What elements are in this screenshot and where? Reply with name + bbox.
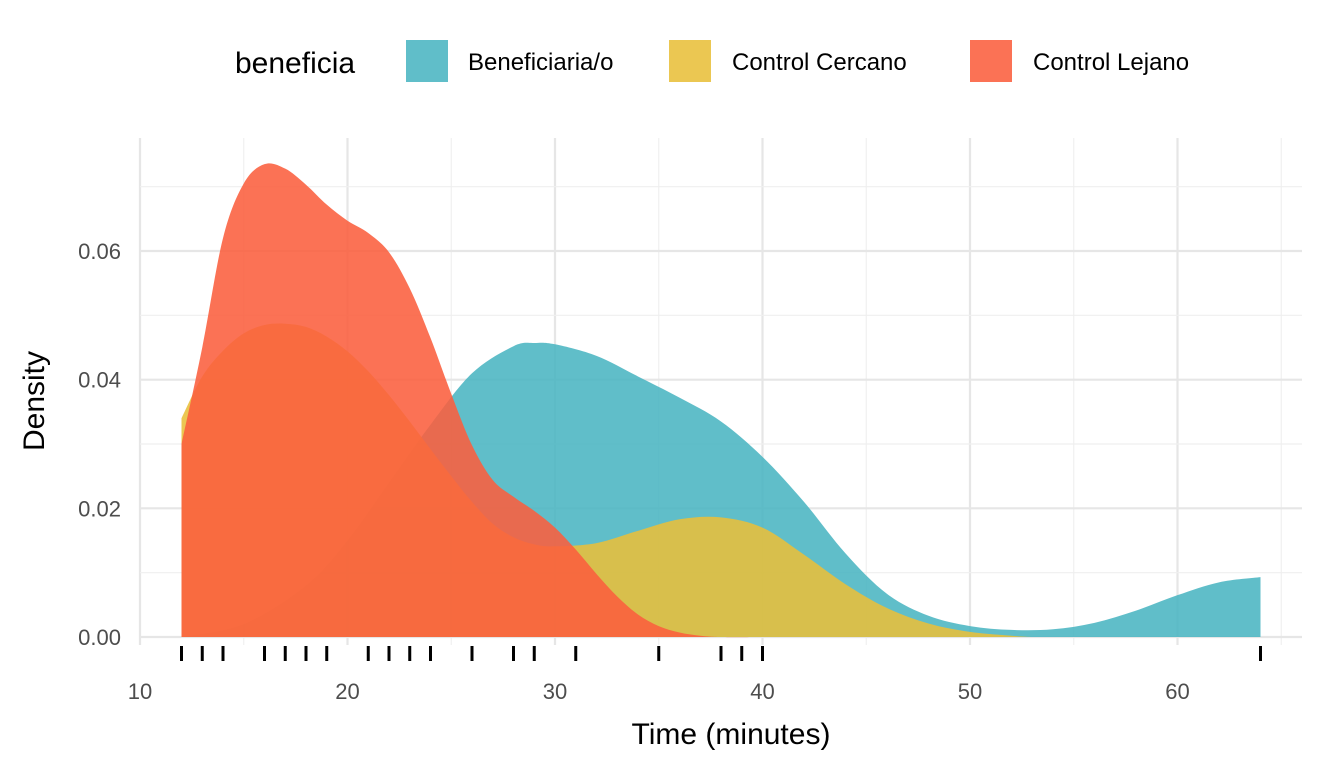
y-tick-label: 0.02 xyxy=(78,496,121,521)
legend-label: Control Lejano xyxy=(1033,49,1189,76)
x-tick-label: 20 xyxy=(335,679,359,704)
legend-key xyxy=(970,40,1012,82)
x-tick-label: 50 xyxy=(958,679,982,704)
x-tick-label: 30 xyxy=(543,679,567,704)
rug-marks xyxy=(180,646,1262,661)
legend-title: beneficia xyxy=(235,47,355,80)
y-tick-label: 0.06 xyxy=(78,239,121,264)
y-tick-label: 0.04 xyxy=(78,368,121,393)
y-axis-title: Density xyxy=(18,351,51,451)
x-tick-label: 10 xyxy=(128,679,152,704)
density-area-control-lejano xyxy=(181,163,763,638)
x-tick-label: 60 xyxy=(1165,679,1189,704)
density-areas xyxy=(181,163,1261,638)
x-axis-ticks: 10 20 30 40 50 60 xyxy=(128,679,1190,704)
x-axis-title: Time (minutes) xyxy=(632,718,831,751)
legend-key xyxy=(669,40,711,82)
legend: beneficia Beneficiaria/o Control Cercano C… xyxy=(235,40,1189,82)
y-axis-ticks: 0.00 0.02 0.04 0.06 xyxy=(78,239,121,650)
y-tick-label: 0.00 xyxy=(78,625,121,650)
legend-key xyxy=(406,40,448,82)
x-tick-label: 40 xyxy=(750,679,774,704)
legend-label: Beneficiaria/o xyxy=(468,49,613,76)
legend-label: Control Cercano xyxy=(732,49,907,76)
